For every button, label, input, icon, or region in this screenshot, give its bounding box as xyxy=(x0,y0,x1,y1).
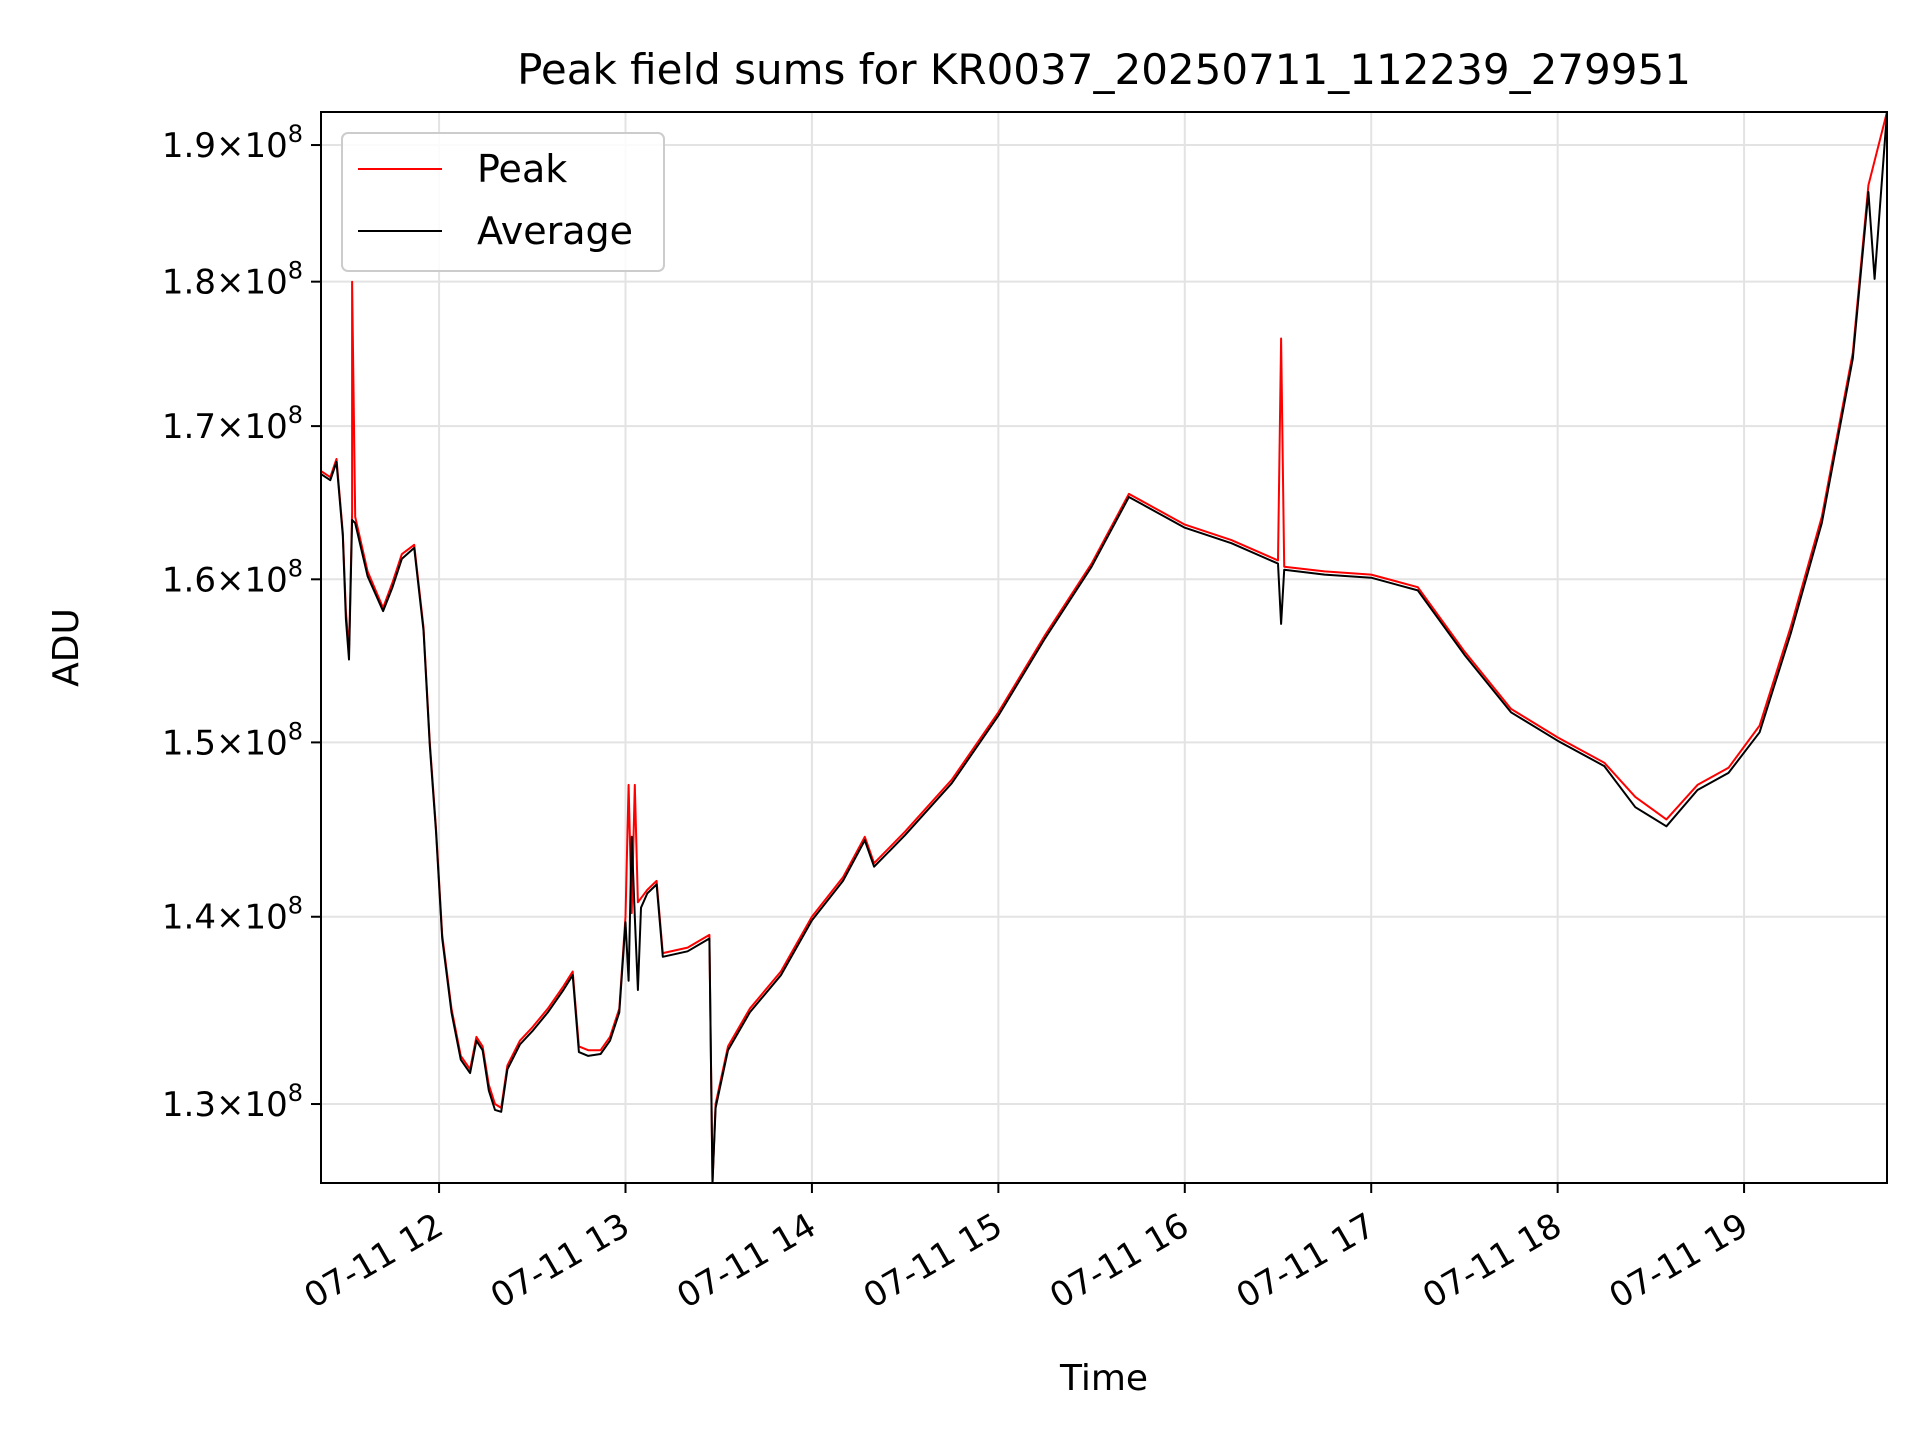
series-lines xyxy=(321,112,1887,1183)
legend-label-peak: Peak xyxy=(477,147,567,191)
y-tick-exponent: 8 xyxy=(288,120,303,148)
legend-box xyxy=(341,132,665,272)
y-tick-mantissa: 1.7 xyxy=(162,407,216,447)
y-tick-exponent: 8 xyxy=(288,257,303,285)
y-tick-mantissa: 1.4 xyxy=(162,898,216,938)
legend: Peak Average xyxy=(341,132,665,272)
y-tick-base: 10 xyxy=(244,723,287,763)
y-tick-base: 10 xyxy=(244,126,287,166)
y-tick-label-2: 1.5×108 xyxy=(162,717,303,763)
y-tick-base: 10 xyxy=(244,1085,287,1125)
y-tick-exponent: 8 xyxy=(288,554,303,582)
y-tick-exponent: 8 xyxy=(288,892,303,920)
y-tick-exponent: 8 xyxy=(288,401,303,429)
chart-title: Peak field sums for KR0037_20250711_1122… xyxy=(517,45,1691,94)
y-tick-label-4: 1.7×108 xyxy=(162,401,303,447)
y-tick-times: × xyxy=(216,723,245,763)
y-tick-base: 10 xyxy=(244,263,287,303)
series-line-average xyxy=(321,112,1887,1183)
x-axis-label: Time xyxy=(1059,1358,1148,1399)
y-tick-label-0: 1.3×108 xyxy=(162,1079,303,1125)
y-axis-label: ADU xyxy=(46,608,87,687)
y-tick-times: × xyxy=(216,407,245,447)
y-tick-times: × xyxy=(216,560,245,600)
y-tick-times: × xyxy=(216,898,245,938)
legend-label-average: Average xyxy=(477,209,633,253)
y-tick-label-1: 1.4×108 xyxy=(162,892,303,938)
y-tick-label-5: 1.8×108 xyxy=(162,257,303,303)
y-tick-times: × xyxy=(216,126,245,166)
y-tick-base: 10 xyxy=(244,898,287,938)
y-tick-times: × xyxy=(216,263,245,303)
y-tick-mantissa: 1.6 xyxy=(162,560,216,600)
y-tick-base: 10 xyxy=(244,560,287,600)
y-tick-base: 10 xyxy=(244,407,287,447)
y-tick-times: × xyxy=(216,1085,245,1125)
y-tick-mantissa: 1.3 xyxy=(162,1085,216,1125)
y-tick-mantissa: 1.9 xyxy=(162,126,216,166)
y-tick-mantissa: 1.5 xyxy=(162,723,216,763)
y-tick-exponent: 8 xyxy=(288,717,303,745)
y-tick-exponent: 8 xyxy=(288,1079,303,1107)
y-tick-label-3: 1.6×108 xyxy=(162,554,303,600)
axes-frame xyxy=(320,111,1888,1184)
grid xyxy=(321,112,1887,1183)
y-tick-mantissa: 1.8 xyxy=(162,263,216,303)
y-tick-label-6: 1.9×108 xyxy=(162,120,303,166)
